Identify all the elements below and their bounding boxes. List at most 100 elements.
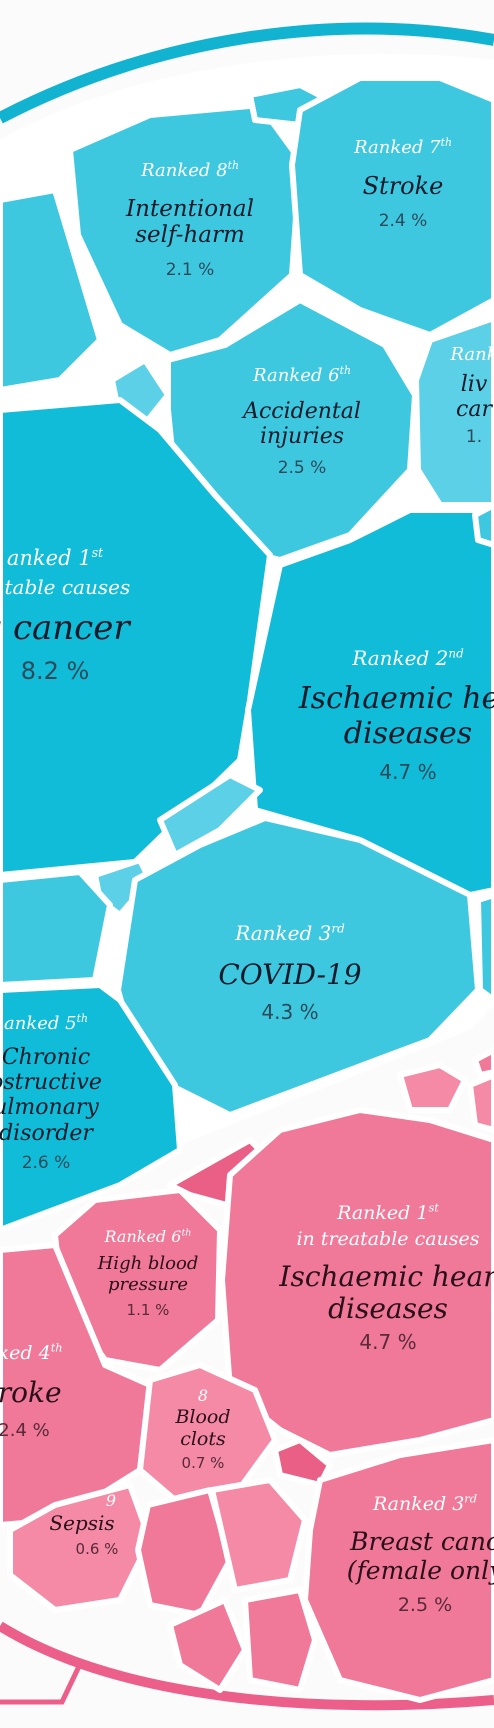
label-high-blood-pressure: Ranked 6th High blood pressure 1.1 % (98, 1227, 199, 1319)
name-line: Accidental (243, 398, 361, 424)
name-line: Intentional (126, 195, 254, 222)
name-line: COVID-19 (218, 958, 362, 991)
percent-value: 4.3 % (261, 1000, 319, 1025)
rank-suffix: th (50, 1340, 63, 1355)
rank-text: nked 4 (0, 1342, 51, 1364)
percent-value: 4.7 % (379, 760, 437, 784)
cell-treatable-small-top-1 (397, 1062, 468, 1113)
cell-top-left-sliver (0, 187, 103, 393)
cell-treatable-bottom-2 (209, 1477, 308, 1593)
percent-value: 2.5 % (397, 1594, 453, 1617)
cell-lung-cancer (0, 397, 273, 878)
name-line: injuries (259, 423, 345, 449)
cell-left-small-block (0, 869, 113, 988)
rank-suffix: th (440, 136, 452, 149)
percent-value: 1.1 % (126, 1300, 170, 1319)
rank-text: Ranked 6 (253, 365, 340, 386)
cell-treatable-small-top-2 (467, 1072, 494, 1133)
cell-intentional-self-harm (67, 102, 303, 358)
percent-value: 0.6 % (75, 1540, 119, 1559)
label-lung-cancer: anked 1st entable causes g cancer 8.2 % (0, 546, 130, 686)
name-line: (female only (346, 1555, 494, 1585)
label-blood-clots: 8 Blood clots 0.7 % (175, 1386, 230, 1473)
percent-value: 8.2 % (20, 657, 90, 686)
rank-suffix: rd (464, 1491, 478, 1506)
name-line: Ischaemic hear (279, 1259, 494, 1293)
rank-text: Ranked 2 (352, 646, 449, 670)
percent-value: 2.1 % (165, 259, 215, 280)
preventable-outer-ring (0, 22, 494, 124)
rank-text: anked 1 (6, 546, 92, 570)
percent-value: 0.7 % (181, 1454, 225, 1473)
cell-small-mid-1 (157, 772, 263, 858)
cell-right-edge-mid (475, 892, 494, 1003)
treatable-outer-ring (0, 1621, 494, 1711)
percent-value: 2.6 % (21, 1152, 71, 1173)
label-stroke-treatable: nked 4th troke 2.4 % (0, 1340, 63, 1442)
rank-text: Ranked 7 (354, 137, 441, 158)
rank-suffix: th (339, 364, 351, 377)
label-covid-19: Ranked 3rd COVID-19 4.3 % (218, 922, 361, 1024)
rank-subtitle: in treatable causes (296, 1227, 480, 1250)
cell-treatable-small-top-3 (472, 1047, 494, 1078)
name-line: liv (460, 371, 488, 397)
cell-breast-cancer (302, 1437, 494, 1703)
name-line: g cancer (0, 608, 130, 649)
name-line: ulmonary (0, 1095, 99, 1121)
name-line: Ischaemic hea (298, 681, 494, 716)
cell-copd (0, 982, 183, 1233)
percent-value: 2.4 % (378, 211, 428, 232)
rank-text: Ranked 6 (104, 1227, 182, 1246)
label-sepsis: 9 Sepsis 0.6 % (49, 1491, 119, 1559)
percent-value: 1. (465, 427, 483, 448)
rank-suffix: th (181, 1227, 192, 1239)
label-stroke-preventable: Ranked 7th Stroke 2.4 % (354, 136, 452, 232)
rank-text: Ranked 3 (372, 1493, 465, 1515)
percent-value: 2.4 % (0, 1420, 50, 1442)
rank-suffix: th (227, 159, 239, 172)
rank-text: Ranked 3 (235, 921, 332, 945)
name-line: Sepsis (49, 1511, 115, 1536)
percent-value: 2.5 % (277, 458, 327, 479)
cell-treatable-small-bar (272, 1437, 333, 1488)
rank-suffix: st (428, 1200, 439, 1215)
name-line: Breast canc (350, 1526, 494, 1556)
treatable-connector-line (0, 1658, 85, 1705)
name-line: car (456, 396, 492, 422)
cell-blood-clots (137, 1362, 278, 1503)
rank-text: anked 5 (4, 1013, 77, 1034)
name-line: diseases (328, 1291, 448, 1325)
rank-text: 8 (197, 1386, 209, 1405)
name-line: ostructive (0, 1069, 102, 1095)
cell-ischaemic-heart-treatable (219, 1107, 494, 1458)
cell-small-right-edge (472, 502, 494, 548)
label-breast-cancer: Ranked 3rd Breast canc (female only 2.5 % (346, 1491, 494, 1617)
label-accidental-injuries: Ranked 6th Accidental injuries 2.5 % (243, 364, 361, 479)
rank-text: Rank (450, 344, 494, 365)
label-copd: anked 5th Chronic ostructive ulmonary disor… (0, 1012, 102, 1173)
percent-value: 4.7 % (359, 1330, 417, 1355)
name-line: self-harm (135, 222, 245, 249)
name-line: Stroke (362, 171, 444, 200)
rank-suffix: th (76, 1012, 88, 1025)
cell-treatable-bottom-4 (242, 1587, 318, 1693)
rank-text: 9 (105, 1491, 117, 1510)
name-line: clots (180, 1428, 226, 1451)
name-line: Chronic (1, 1044, 91, 1070)
cell-sepsis (7, 1482, 153, 1613)
cell-liver-cancer (413, 315, 494, 508)
rank-text: Ranked 1 (337, 1202, 429, 1224)
cell-ischaemic-heart-preventable (245, 507, 494, 898)
rank-text: Ranked 8 (141, 160, 228, 181)
rank-suffix: nd (448, 646, 464, 661)
rank-subtitle: entable causes (0, 575, 131, 600)
name-line: diseases (343, 715, 473, 751)
name-line: disorder (0, 1120, 93, 1146)
label-ischaemic-heart-preventable: Ranked 2nd Ischaemic headiseases 4.7 % (299, 647, 494, 784)
label-liver-cancer: Rank liv car 1. (450, 344, 494, 448)
name-line: troke (0, 1375, 62, 1409)
rank-suffix: st (91, 545, 104, 560)
label-intentional-self-harm: Ranked 8th Intentional self-harm 2.1 % (126, 159, 254, 280)
